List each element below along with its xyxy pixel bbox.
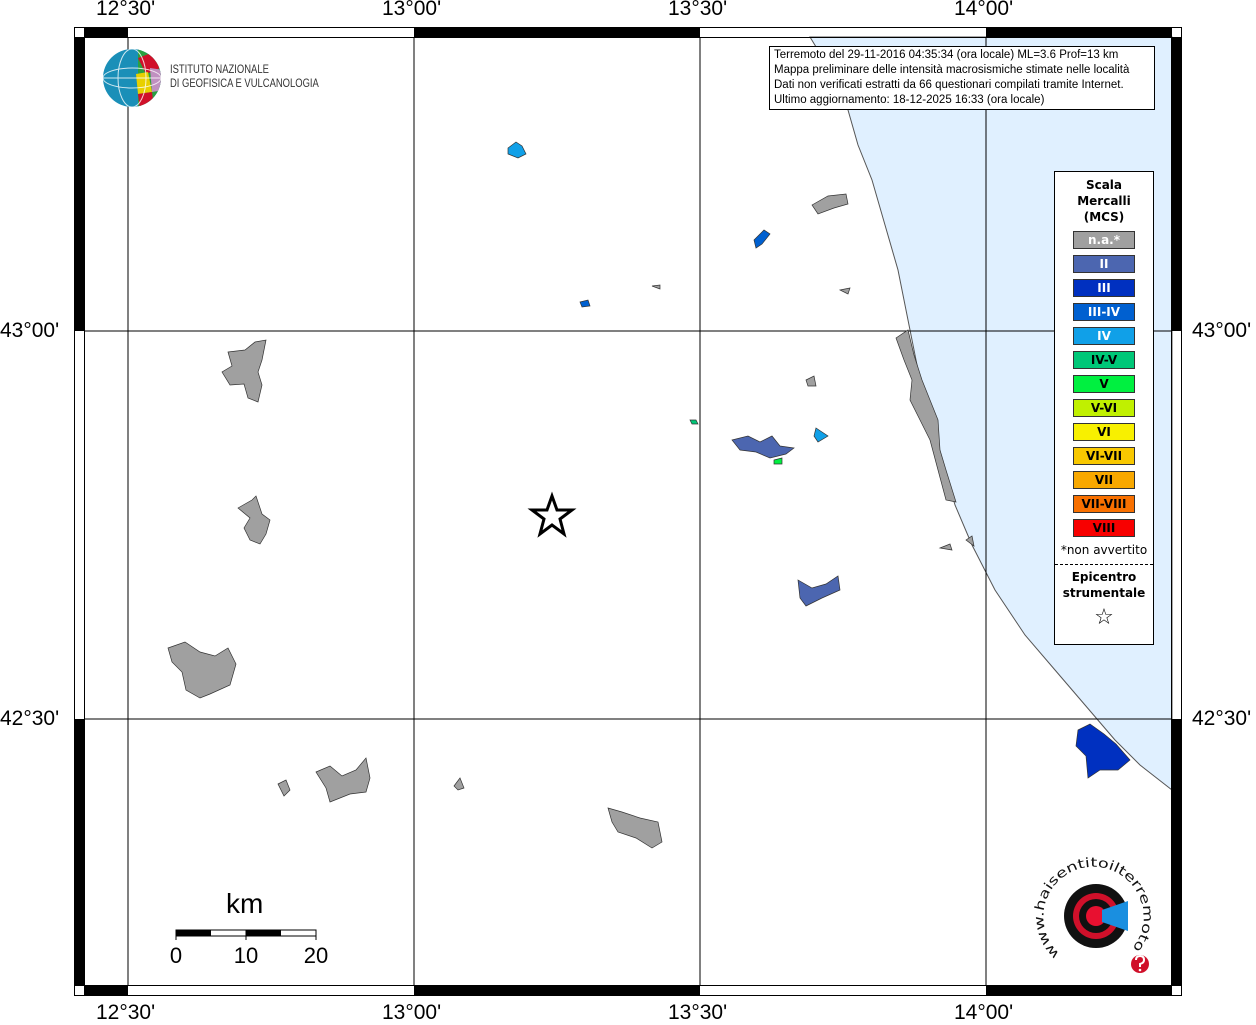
ingv-line: DI GEOFISICA E VULCANOLOGIA [170,78,319,90]
legend-star-icon: ☆ [1094,605,1114,630]
locality-na [315,757,371,803]
scale-bar [175,929,317,940]
info-line: Mappa preliminare delle intensità macros… [774,64,1130,76]
lon-label-top: 13°00' [382,0,442,20]
legend-item: VII-VIII [1073,495,1135,513]
legend-divider [1055,564,1153,565]
lat-label-left: 42°30' [0,707,60,730]
legend-item: n.a.* [1073,231,1135,249]
legend-note: *non avvertito [1060,543,1148,557]
megaphone-icon [1102,901,1128,931]
scale-unit: km [226,888,264,919]
legend-item: V [1073,375,1135,393]
locality-ii [731,435,795,459]
scale-tick-label: 0 [169,943,183,968]
localities [167,141,1131,849]
locality-na [221,339,267,403]
graticule [84,37,1172,986]
info-line: Ultimo aggiornamento: 18-12-2025 16:33 (… [774,94,1045,106]
scale-tick-label: 10 [233,943,259,968]
locality-na [453,777,465,791]
locality-iii-iv [753,229,771,249]
locality-na [938,543,953,551]
legend-title-line: Scala [1085,178,1123,192]
lat-label-right: 42°30' [1192,707,1252,730]
info-line: Terremoto del 29-11-2016 04:35:34 (ora l… [774,49,1119,61]
lat-label-right: 43°00' [1192,319,1252,342]
legend-item: IV [1073,327,1135,345]
legend-epicenter-label: Epicentro strumentale [1055,569,1153,601]
lat-label-left: 43°00' [0,319,60,342]
scale-tick-label: 20 [303,943,329,968]
lon-label-top: 12°30' [96,0,156,20]
question-badge-icon [1131,954,1149,973]
event-info-box: Terremoto del 29-11-2016 04:35:34 (ora l… [769,46,1155,110]
locality-na [811,193,849,215]
legend-item: III-IV [1073,303,1135,321]
locality-ii [797,575,841,607]
locality-na [651,284,661,290]
ingv-logo-text: ISTITUTO NAZIONALE DI GEOFISICA E VULCAN… [170,63,319,91]
legend-item: III [1073,279,1135,297]
legend-item: V-VI [1073,399,1135,417]
legend-title: Scala Mercalli (MCS) [1055,177,1153,225]
ingv-line: ISTITUTO NAZIONALE [170,64,269,76]
legend-items: n.a.* II III III-IV IV IV-V V V-VI VI VI-VII VII VI… [1055,231,1153,537]
legend-epicenter-line: strumentale [1062,586,1146,600]
locality-na [805,375,817,387]
locality-na [838,287,851,295]
ingv-logo: ISTITUTO NAZIONALE DI GEOFISICA E VULCAN… [100,46,320,110]
globe-icon [103,49,161,107]
locality-iv [507,141,527,159]
locality-iv-v [689,419,699,425]
locality-iii [1075,723,1131,779]
legend-item: VIII [1073,519,1135,537]
info-line: Dati non verificati estratti da 66 quest… [774,79,1124,91]
locality-na [895,329,957,503]
lon-label-top: 14°00' [954,0,1014,20]
intensity-legend: Scala Mercalli (MCS) n.a.* II III III-IV IV I… [1054,171,1154,645]
legend-item: IV-V [1073,351,1135,369]
legend-epicenter-line: Epicentro [1071,570,1137,584]
locality-na [277,779,291,797]
locality-na [965,535,975,547]
legend-item: VI [1073,423,1135,441]
legend-title-line: (MCS) [1083,210,1125,224]
map-frame [74,27,1182,996]
locality-iii-iv [579,299,591,308]
epicenter-star-icon [527,491,577,538]
legend-item: II [1073,255,1135,273]
locality-na [167,641,237,699]
lon-label-bottom: 12°30' [96,1001,156,1024]
lon-label-bottom: 13°00' [382,1001,442,1024]
legend-item: VI-VII [1073,447,1135,465]
haisentito-logo: www.haisentitoilterremoto.it [1030,850,1155,973]
lon-label-top: 13°30' [668,0,728,20]
legend-title-line: Mercalli [1077,194,1131,208]
locality-na [237,495,271,545]
locality-na [607,807,663,849]
locality-iv [813,427,829,443]
legend-item: VII [1073,471,1135,489]
locality-v [773,457,783,465]
lon-label-bottom: 14°00' [954,1001,1014,1024]
lon-label-bottom: 13°30' [668,1001,728,1024]
